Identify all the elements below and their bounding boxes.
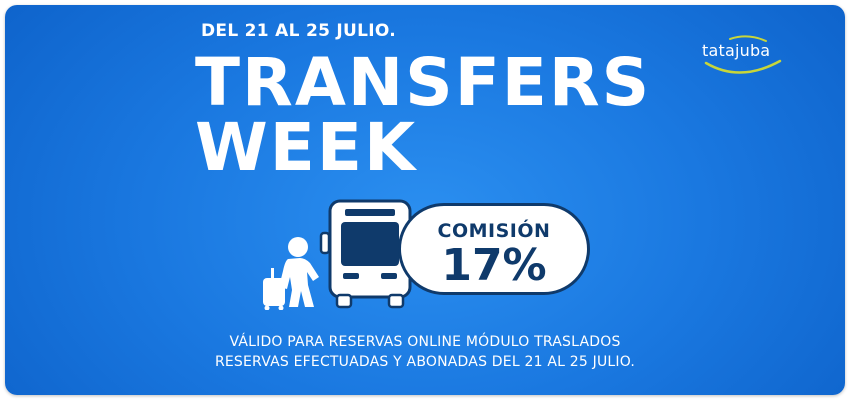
brand-logo: tatajuba — [700, 35, 790, 80]
brand-logo-text: tatajuba — [702, 41, 771, 60]
promo-banner: DEL 21 AL 25 JULIO. TRANSFERS WEEK tataj… — [5, 5, 845, 395]
bus-icon — [319, 199, 421, 309]
promo-title-line2: WEEK — [195, 109, 418, 186]
logo-swoosh-icon — [704, 35, 782, 74]
commission-label: COMISIÓN — [437, 220, 551, 242]
commission-value: 17% — [441, 240, 547, 291]
transfer-icons — [255, 195, 425, 314]
promo-title-line1: TRANSFERS — [195, 44, 652, 121]
footer-line2: RESERVAS EFECTUADAS Y ABONADAS DEL 21 AL… — [214, 354, 636, 370]
commission-badge: COMISIÓN 17% — [398, 203, 590, 295]
footer-line1: VÁLIDO PARA RESERVAS ONLINE MÓDULO TRASL… — [229, 334, 621, 350]
promo-dates: DEL 21 AL 25 JULIO. — [201, 21, 397, 41]
traveler-with-suitcase-icon — [263, 237, 319, 311]
